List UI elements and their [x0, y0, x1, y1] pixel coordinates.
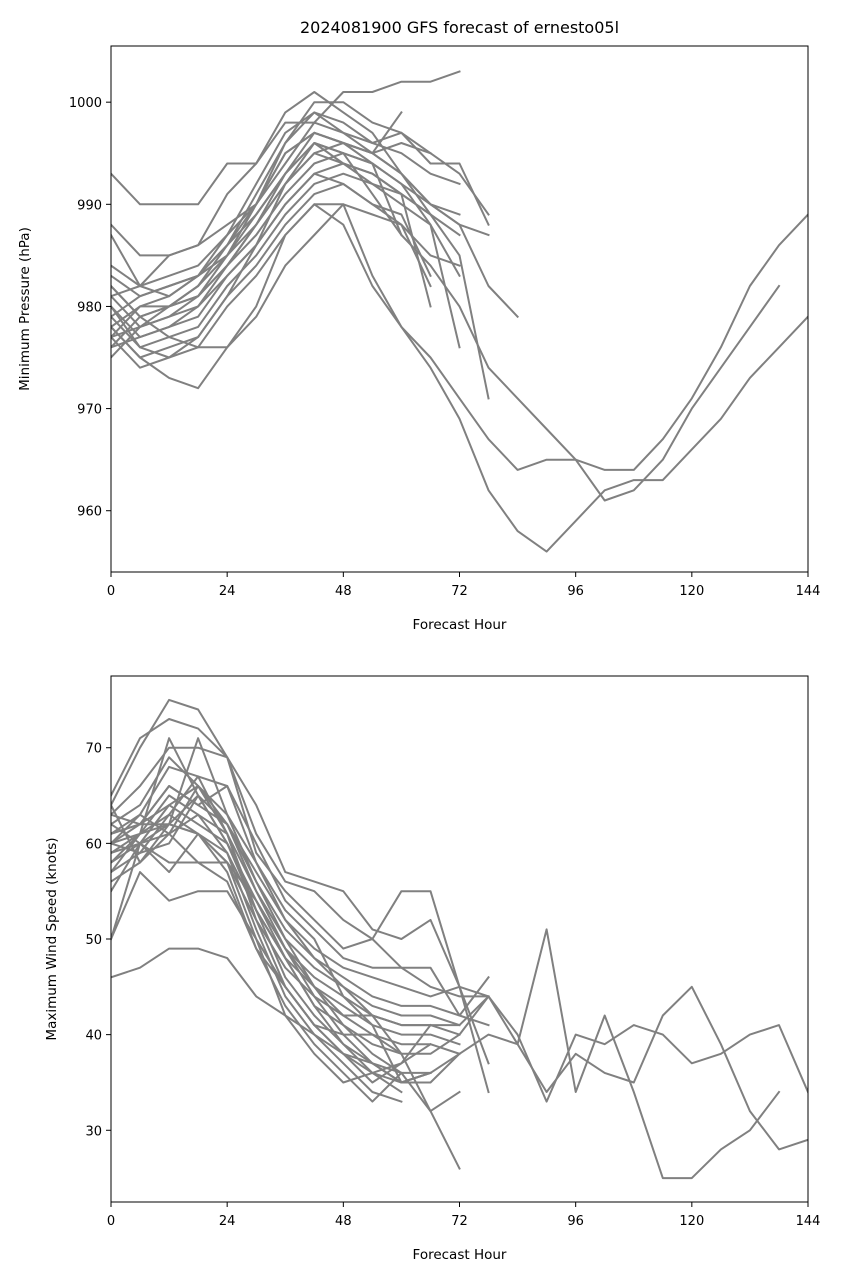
pressure-x-tick-label: 72 — [451, 584, 468, 599]
pressure-series-line-19 — [111, 111, 403, 339]
wind-series-line-17 — [111, 794, 432, 1074]
x-axis-label-pressure: Forecast Hour — [413, 617, 507, 633]
pressure-series-line-12 — [111, 172, 461, 349]
wind-series-line-7 — [111, 765, 490, 998]
wind-x-tick-label: 0 — [107, 1214, 115, 1229]
wind-series-line-3 — [111, 842, 808, 1103]
wind-x-tick-label: 144 — [796, 1214, 821, 1229]
wind-series-line-25 — [111, 813, 432, 1084]
pressure-y-tick-label: 990 — [77, 198, 102, 213]
wind-series-line-19 — [111, 785, 432, 1084]
pressure-y-tick-label: 960 — [77, 505, 102, 520]
pressure-series-line-2 — [111, 203, 808, 471]
wind-x-tick-label: 96 — [567, 1214, 584, 1229]
wind-series-line-4 — [111, 718, 490, 1065]
pressure-x-tick-label: 0 — [107, 584, 115, 599]
wind-chart: 0 24 48 72 96 120 144 30 40 50 60 70 — [85, 675, 821, 1229]
wind-axes-frame — [110, 675, 809, 1203]
wind-y-tick-label: 50 — [85, 933, 102, 948]
wind-series-line-23 — [111, 785, 432, 1084]
wind-x-tick-label: 120 — [679, 1214, 704, 1229]
wind-x-tick-label: 72 — [451, 1214, 468, 1229]
wind-series-line-2 — [111, 871, 781, 1180]
y-axis-label-wind: Maximum Wind Speed (knots) — [44, 837, 60, 1040]
wind-x-tick-label: 24 — [219, 1214, 236, 1229]
pressure-series-line-20 — [111, 131, 432, 318]
pressure-y-tick-label: 980 — [77, 300, 102, 315]
wind-series-line-22 — [111, 794, 403, 1056]
wind-y-tick-label: 70 — [85, 742, 102, 757]
wind-series-group — [111, 698, 808, 1180]
pressure-series-line-22 — [111, 142, 432, 329]
pressure-series-line-21 — [111, 111, 461, 298]
wind-x-tick-label: 48 — [335, 1214, 352, 1229]
wind-y-tick-label: 40 — [85, 1029, 102, 1044]
pressure-series-line-4 — [111, 91, 490, 400]
wind-y-tick-label: 30 — [85, 1124, 102, 1139]
wind-y-tick-label: 60 — [85, 837, 102, 852]
pressure-series-line-6 — [111, 101, 490, 287]
pressure-x-tick-label: 144 — [796, 584, 821, 599]
chart-title-pressure: 2024081900 GFS forecast of ernesto05l — [300, 18, 619, 37]
pressure-x-tick-label: 24 — [219, 584, 236, 599]
pressure-series-line-14 — [111, 203, 432, 369]
pressure-y-tick-label: 970 — [77, 403, 102, 418]
x-axis-label-wind: Forecast Hour — [413, 1247, 507, 1263]
pressure-y-tick-label: 1000 — [69, 96, 102, 111]
pressure-series-line-13 — [111, 182, 461, 359]
wind-series-line-20 — [111, 813, 403, 1103]
pressure-series-group — [111, 70, 808, 553]
wind-series-line-24 — [111, 832, 403, 1094]
pressure-series-line-15 — [111, 172, 432, 349]
wind-series-line-18 — [111, 775, 432, 1074]
pressure-axes-frame — [110, 45, 809, 573]
wind-series-line-8 — [111, 756, 490, 998]
pressure-chart: 0 24 48 72 96 120 144 960 970 980 990 1000 — [69, 45, 821, 599]
pressure-x-tick-label: 120 — [679, 584, 704, 599]
pressure-x-tick-label: 96 — [567, 584, 584, 599]
wind-series-line-5 — [111, 698, 490, 1094]
pressure-x-tick-label: 48 — [335, 584, 352, 599]
wind-series-line-1 — [111, 947, 808, 1151]
pressure-series-line-8 — [111, 131, 520, 319]
pressure-series-line-3 — [111, 142, 781, 502]
y-axis-label-pressure: Minimum Pressure (hPa) — [17, 227, 33, 391]
